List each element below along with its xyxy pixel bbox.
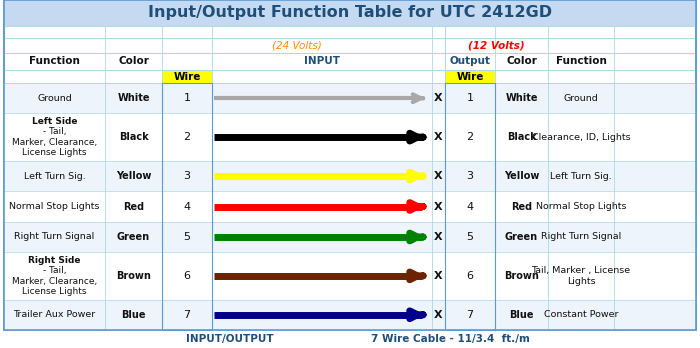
Text: Right Side: Right Side bbox=[28, 256, 80, 264]
Text: Red: Red bbox=[123, 201, 144, 212]
Text: 7: 7 bbox=[466, 310, 474, 320]
Text: Ground: Ground bbox=[564, 94, 598, 103]
Bar bbox=[4, 0, 696, 26]
Text: Ground: Ground bbox=[37, 94, 72, 103]
Text: Green: Green bbox=[117, 232, 150, 242]
Text: Black: Black bbox=[118, 132, 148, 142]
Text: X: X bbox=[434, 132, 443, 142]
Text: 7 Wire Cable - 11/3.4  ft./m: 7 Wire Cable - 11/3.4 ft./m bbox=[370, 334, 529, 344]
Text: 3: 3 bbox=[466, 171, 473, 181]
Text: Green: Green bbox=[505, 232, 538, 242]
Text: 3: 3 bbox=[183, 171, 190, 181]
Text: 2: 2 bbox=[466, 132, 474, 142]
Text: X: X bbox=[434, 171, 443, 181]
Text: License Lights: License Lights bbox=[22, 287, 87, 296]
Text: X: X bbox=[434, 201, 443, 212]
Text: Input/Output Function Table for UTC 2412GD: Input/Output Function Table for UTC 2412… bbox=[148, 6, 552, 21]
Text: Wire: Wire bbox=[456, 71, 484, 81]
Bar bbox=[4, 113, 696, 161]
Text: Left Side: Left Side bbox=[32, 117, 77, 126]
Text: 4: 4 bbox=[183, 201, 190, 212]
Text: 5: 5 bbox=[183, 232, 190, 242]
Text: Blue: Blue bbox=[121, 310, 146, 320]
Text: 2: 2 bbox=[183, 132, 190, 142]
Text: Left Turn Sig.: Left Turn Sig. bbox=[550, 172, 612, 181]
Text: Function: Function bbox=[29, 56, 80, 66]
Text: X: X bbox=[434, 93, 443, 103]
Text: Function: Function bbox=[556, 56, 606, 66]
Text: Normal Stop Lights: Normal Stop Lights bbox=[9, 202, 99, 211]
Text: License Lights: License Lights bbox=[22, 148, 87, 157]
Text: INPUT/OUTPUT: INPUT/OUTPUT bbox=[186, 334, 274, 344]
Text: Wire: Wire bbox=[174, 71, 201, 81]
Text: Right Turn Signal: Right Turn Signal bbox=[15, 232, 94, 242]
Bar bbox=[162, 83, 212, 330]
Text: Marker, Clearance,: Marker, Clearance, bbox=[12, 277, 97, 286]
Text: Normal Stop Lights: Normal Stop Lights bbox=[536, 202, 626, 211]
Text: Tail, Marker , License
Lights: Tail, Marker , License Lights bbox=[531, 266, 631, 286]
Text: 7: 7 bbox=[183, 310, 190, 320]
Text: (12 Volts): (12 Volts) bbox=[468, 40, 525, 50]
Text: Clearance, ID, Lights: Clearance, ID, Lights bbox=[532, 133, 630, 142]
Text: 1: 1 bbox=[183, 93, 190, 103]
Text: Marker, Clearance,: Marker, Clearance, bbox=[12, 138, 97, 147]
Bar bbox=[4, 191, 696, 222]
Text: Output: Output bbox=[449, 56, 491, 66]
Bar bbox=[4, 252, 696, 300]
Text: X: X bbox=[434, 232, 443, 242]
Text: 4: 4 bbox=[466, 201, 474, 212]
Text: Yellow: Yellow bbox=[116, 171, 151, 181]
Text: Brown: Brown bbox=[504, 271, 539, 281]
Text: Left Turn Sig.: Left Turn Sig. bbox=[24, 172, 85, 181]
Text: Color: Color bbox=[118, 56, 149, 66]
Text: 6: 6 bbox=[466, 271, 473, 281]
Text: Constant Power: Constant Power bbox=[544, 310, 618, 319]
Bar bbox=[4, 83, 696, 113]
Text: Brown: Brown bbox=[116, 271, 151, 281]
Bar bbox=[4, 300, 696, 330]
Text: Trailer Aux Power: Trailer Aux Power bbox=[13, 310, 96, 319]
Text: Right Turn Signal: Right Turn Signal bbox=[541, 232, 621, 242]
Bar bbox=[4, 222, 696, 252]
Bar bbox=[445, 83, 495, 330]
Text: White: White bbox=[118, 93, 150, 103]
Text: 5: 5 bbox=[466, 232, 473, 242]
Text: INPUT: INPUT bbox=[304, 56, 340, 66]
Text: Color: Color bbox=[506, 56, 537, 66]
Bar bbox=[445, 70, 495, 83]
Text: Red: Red bbox=[511, 201, 532, 212]
Text: Blue: Blue bbox=[510, 310, 533, 320]
Text: (24 Volts): (24 Volts) bbox=[272, 40, 322, 50]
Text: - Tail,: - Tail, bbox=[43, 127, 66, 136]
Text: - Tail,: - Tail, bbox=[43, 266, 66, 275]
Text: X: X bbox=[434, 271, 443, 281]
Text: Black: Black bbox=[507, 132, 536, 142]
Bar bbox=[162, 70, 212, 83]
Text: 1: 1 bbox=[466, 93, 473, 103]
Bar bbox=[4, 161, 696, 191]
Text: White: White bbox=[505, 93, 538, 103]
Text: X: X bbox=[434, 310, 443, 320]
Text: Yellow: Yellow bbox=[504, 171, 539, 181]
Text: 6: 6 bbox=[183, 271, 190, 281]
